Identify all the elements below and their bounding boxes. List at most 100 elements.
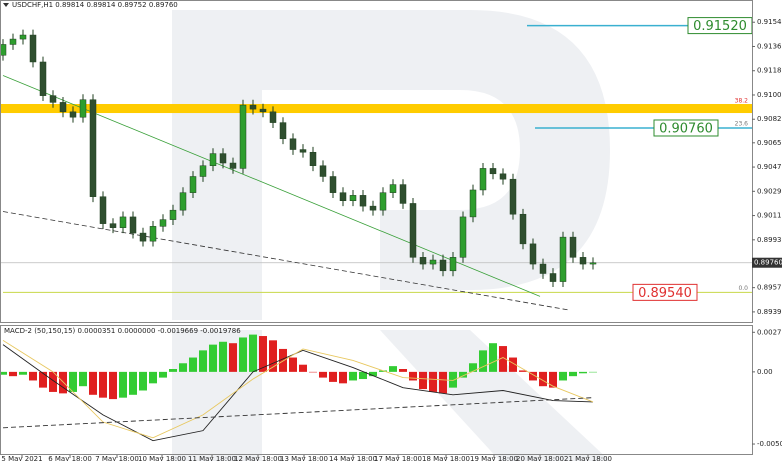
macd-line xyxy=(2,344,594,442)
candle-body xyxy=(469,189,477,218)
candle-body xyxy=(419,257,427,265)
candle-body xyxy=(89,99,97,197)
macd-bar xyxy=(529,371,537,381)
candle-body xyxy=(449,257,457,272)
macd-bar xyxy=(479,350,487,372)
macd-bar xyxy=(419,371,427,390)
candle-body xyxy=(409,203,417,258)
candle-body xyxy=(479,168,487,191)
x-tick-label: 14 May 18:00 xyxy=(329,455,377,461)
menu-icon[interactable] xyxy=(3,3,9,7)
candle-body xyxy=(179,192,187,211)
x-tick-label: 6 May 18:00 xyxy=(48,455,92,461)
candle-body xyxy=(509,178,517,215)
macd-bar xyxy=(299,364,307,372)
current-price-label: 0.89760 xyxy=(754,259,782,267)
fib-level: 23.6 xyxy=(735,120,749,127)
macd-bar xyxy=(129,371,137,395)
candle-body xyxy=(19,34,27,40)
macd-y-tick-label: -0.0050349 xyxy=(757,440,782,448)
macd-bar xyxy=(569,371,577,377)
macd-bar xyxy=(279,348,287,372)
macd-bar xyxy=(359,371,367,380)
y-tick-label: 0.91005 xyxy=(757,91,782,99)
candle-body xyxy=(389,184,397,193)
symbol-title: USDCHF,H1 0.89814 0.89814 0.89752 0.8976… xyxy=(12,1,178,9)
candle-body xyxy=(189,176,197,193)
y-tick-label: 0.89395 xyxy=(757,308,782,316)
macd-bar xyxy=(469,363,477,372)
x-tick-label: 12 May 18:00 xyxy=(234,455,282,461)
price-box-label: 0.90760 xyxy=(659,121,713,136)
candle-body xyxy=(489,168,497,175)
watermark-leg xyxy=(380,330,610,461)
candle-body xyxy=(359,195,367,207)
macd-y-tick-label: 0.00 xyxy=(757,368,773,376)
macd-bar xyxy=(239,337,247,372)
macd-y-tick-label: 0.0027607 xyxy=(757,328,782,336)
candle-body xyxy=(579,257,587,265)
macd-bar xyxy=(9,371,17,377)
macd-bar xyxy=(249,334,257,372)
macd-bar xyxy=(159,371,167,378)
candle-body xyxy=(339,192,347,201)
macd-bar xyxy=(169,369,177,372)
macd-bar xyxy=(489,343,497,372)
macd-bar xyxy=(549,371,557,388)
x-tick-label: 19 May 18:00 xyxy=(470,455,518,461)
macd-pane xyxy=(0,334,597,442)
macd-bar xyxy=(139,371,147,391)
candle-body xyxy=(219,153,227,164)
candle-body xyxy=(289,138,297,150)
x-tick-label: 5 May 2021 xyxy=(1,455,42,461)
x-tick-label: 18 May 18:00 xyxy=(422,455,470,461)
macd-bar xyxy=(109,371,117,400)
macd-bar xyxy=(259,336,267,372)
macd-bar xyxy=(559,371,567,381)
macd-bar xyxy=(149,371,157,384)
macd-bar xyxy=(99,371,107,398)
candle-body xyxy=(29,34,37,63)
candle-body xyxy=(209,153,217,166)
candle-body xyxy=(299,149,307,153)
macd-bar xyxy=(179,363,187,372)
candle-body xyxy=(379,192,387,211)
macd-bar xyxy=(429,371,437,392)
price-frame xyxy=(0,0,753,323)
macd-bar xyxy=(519,370,527,372)
macd-bar xyxy=(389,366,397,372)
watermark-stem xyxy=(172,10,262,320)
macd-bar xyxy=(369,371,377,377)
candle-body xyxy=(399,184,407,204)
macd-bar xyxy=(449,371,457,388)
macd-line xyxy=(2,339,594,439)
macd-bar xyxy=(59,371,67,394)
candle-body xyxy=(129,216,137,234)
macd-bar xyxy=(319,371,327,378)
macd-bar xyxy=(539,371,547,387)
macd-bar xyxy=(579,371,587,374)
candle-body xyxy=(269,111,277,123)
candle-body xyxy=(169,209,177,220)
candle-body xyxy=(199,165,207,177)
candle-body xyxy=(39,61,47,96)
x-tick-label: 13 May 18:00 xyxy=(280,455,328,461)
y-tick-label: 0.91185 xyxy=(757,67,782,75)
candle-body xyxy=(459,216,467,258)
candle-body xyxy=(569,236,577,258)
candle-body xyxy=(49,95,57,103)
x-tick-label: 11 May 18:00 xyxy=(188,455,236,461)
macd-bar xyxy=(49,371,57,392)
candle-body xyxy=(429,259,437,265)
macd-bar xyxy=(509,357,517,372)
candle-body xyxy=(519,213,527,245)
y-tick-label: 0.90825 xyxy=(757,115,782,123)
macd-line xyxy=(2,397,594,429)
fib-level: 0.0 xyxy=(738,285,748,292)
macd-bar xyxy=(79,371,87,387)
macd-bar xyxy=(349,371,357,381)
